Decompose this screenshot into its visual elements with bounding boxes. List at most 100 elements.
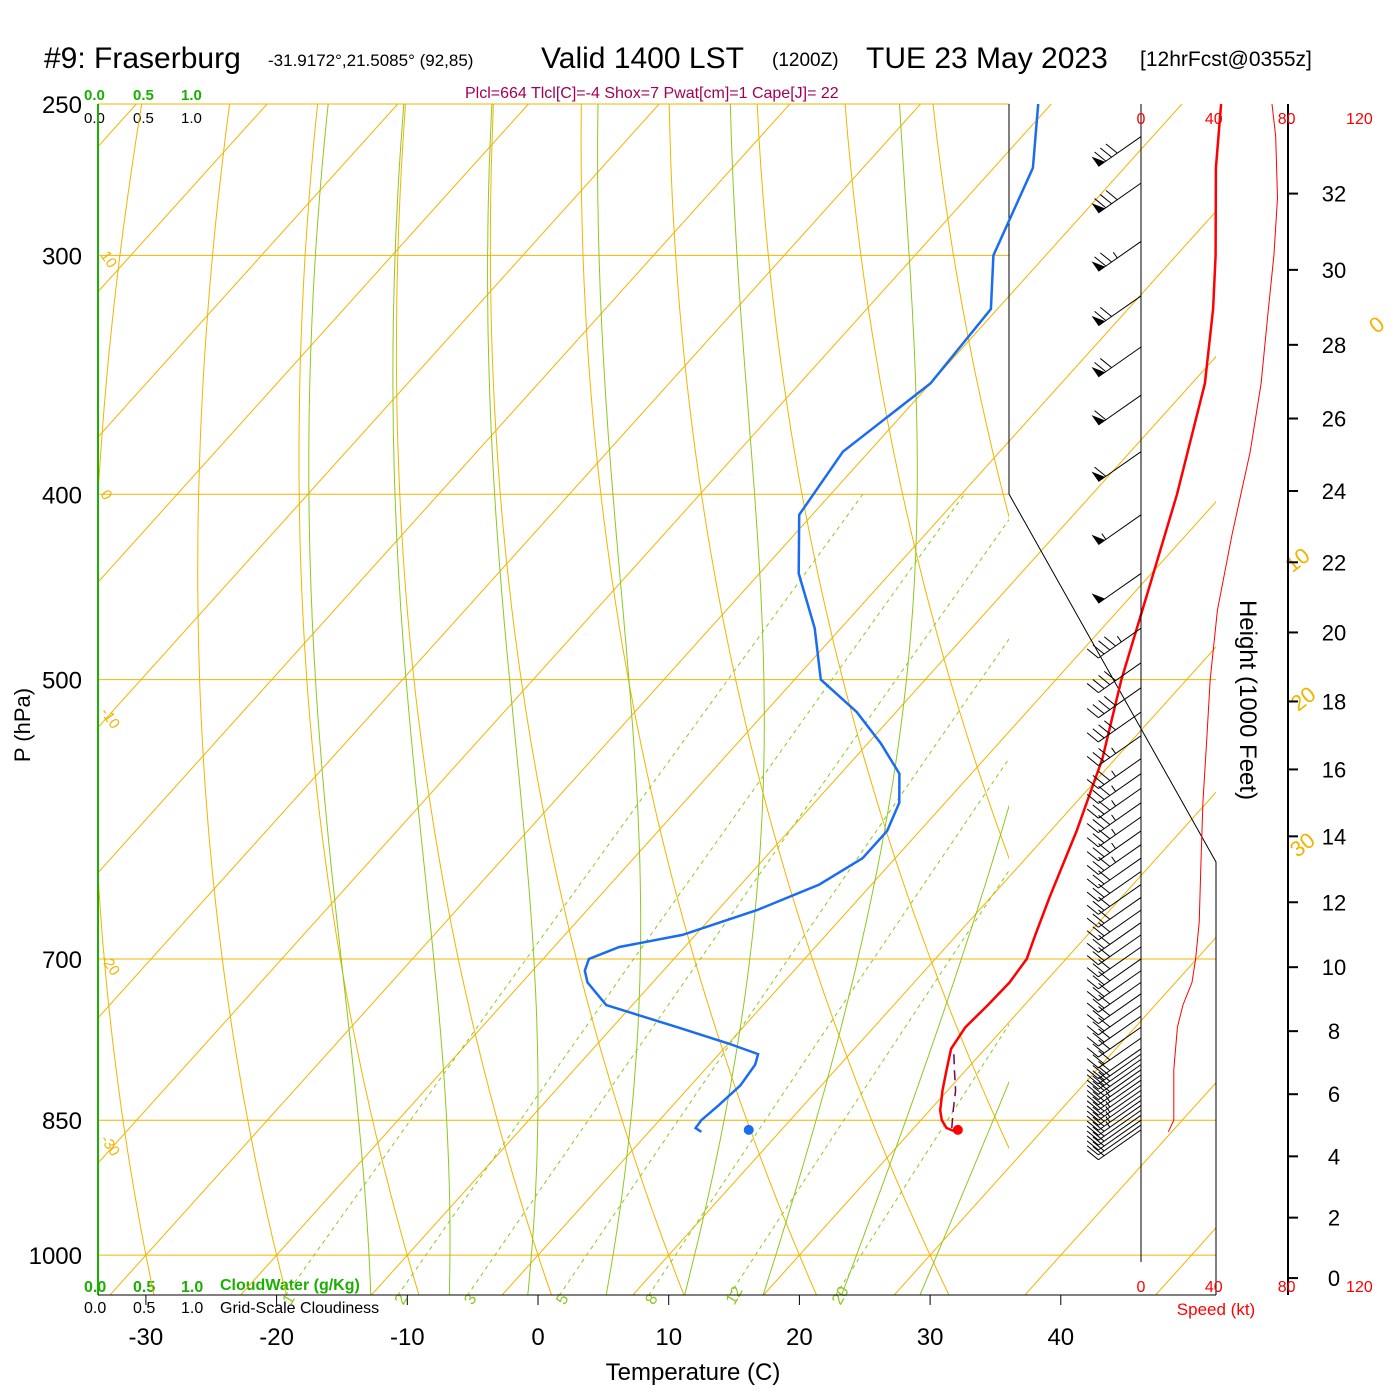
isotherm-line <box>98 104 921 1019</box>
wind-barb-flag <box>1094 310 1107 321</box>
wind-barb <box>1091 295 1142 327</box>
wind-barb-half-flag <box>1111 747 1117 754</box>
wind-barb-flag <box>1092 1126 1105 1137</box>
wind-barb-flag <box>1103 671 1116 681</box>
isotherm-lines <box>98 104 1216 1295</box>
wind-barb-flag <box>1086 1079 1099 1090</box>
wind-barb-half-flag <box>1112 251 1118 259</box>
isotherm-line <box>98 104 791 874</box>
speed-tick-label-top: 40 <box>1205 111 1223 128</box>
wind-barb-staff <box>1098 711 1142 743</box>
mixing-ratio-line <box>397 494 965 1295</box>
wind-barb-staff <box>1098 934 1142 966</box>
wind-barb-flag <box>1086 778 1099 789</box>
height-tick-label: 14 <box>1322 824 1346 849</box>
wind-barb-flag <box>1086 648 1099 659</box>
wind-barb-flag <box>1086 1047 1099 1058</box>
cloudiness-label: Grid-Scale Cloudiness <box>220 1300 379 1317</box>
wind-barb-flag <box>1092 1054 1105 1065</box>
wind-barb-staff <box>1098 1129 1142 1161</box>
wind-barb-flag <box>1094 410 1107 421</box>
wind-barb-flag <box>1086 979 1099 990</box>
wind-barb-flag <box>1098 982 1111 993</box>
wind-barb-staff <box>1098 1074 1142 1106</box>
wind-barb-flag <box>1092 998 1105 1009</box>
wind-barb <box>1086 1109 1142 1141</box>
pressure-tick-label: 850 <box>42 1108 82 1135</box>
x-tick-label: 30 <box>917 1324 944 1351</box>
wind-barb-flag <box>1092 789 1105 800</box>
wind-barb-flag <box>1092 1141 1105 1152</box>
wind-barb <box>1086 897 1142 928</box>
temperature-profile <box>938 103 1223 1133</box>
speed-tick-label-top: 80 <box>1278 111 1296 128</box>
wind-barb-half-flag <box>1116 635 1122 643</box>
wind-barb-flag <box>1092 874 1105 885</box>
wind-barb <box>1086 1094 1142 1126</box>
wind-barb-flag <box>1092 1091 1105 1102</box>
wind-barb-flag <box>1086 1115 1099 1126</box>
wind-barb-flag <box>1086 1110 1099 1121</box>
wind-barb-flag <box>1094 198 1107 209</box>
wind-barb-flag <box>1098 640 1111 651</box>
wind-barb-flag <box>1092 1146 1105 1157</box>
cloud-water-tick-top: 1.0 <box>181 87 202 104</box>
wind-barb-flag <box>1098 1017 1111 1028</box>
isobar-lines <box>98 103 1216 1256</box>
wind-barb-half-flag <box>1105 1095 1111 1103</box>
wind-barb-flag <box>1086 1058 1099 1069</box>
wind-barb-flag <box>1092 751 1105 762</box>
cloud-water-tick-top: 0.0 <box>84 87 105 104</box>
height-tick-label: 22 <box>1322 550 1346 575</box>
wind-barb-staff <box>1098 981 1142 1013</box>
wind-barb-pennant <box>1091 534 1105 545</box>
height-tick-label: 24 <box>1322 479 1346 504</box>
wind-barb-flag <box>1094 256 1107 267</box>
wind-barb-flag <box>1098 1071 1111 1082</box>
mixing-ratio-line <box>648 757 1009 1295</box>
wind-barb-flag <box>1092 938 1105 949</box>
wind-barb-flag <box>1103 696 1116 707</box>
wind-barb-staff <box>1098 844 1142 875</box>
wind-barb-flag <box>1098 870 1111 881</box>
wind-barb-flag <box>1098 1066 1111 1077</box>
valid-utc: (1200Z) <box>772 50 839 71</box>
wind-barb-flag <box>1086 793 1099 804</box>
wind-barb <box>1086 1048 1142 1080</box>
pressure-tick-label: 300 <box>42 243 82 270</box>
cloudiness-tick-top: 1.0 <box>181 110 202 127</box>
speed-tick-label-bottom: 0 <box>1137 1279 1146 1296</box>
wind-barb-half-flag <box>1105 1121 1111 1128</box>
dry-adiabat-line <box>395 104 552 1295</box>
wind-barb-staff <box>1098 787 1142 819</box>
isotherm-label: 10 <box>1280 543 1315 578</box>
mixing-ratio-label: 20 <box>829 1284 853 1308</box>
wind-barb-flag <box>1092 860 1105 871</box>
wind-barb-staff <box>1098 922 1142 953</box>
height-tick-label: 18 <box>1322 689 1346 714</box>
dry-adiabat-line <box>580 104 818 1295</box>
cloud-water-tick-bottom: 1.0 <box>181 1279 203 1296</box>
wind-barb-half-flag <box>1101 533 1107 540</box>
isotherm-line <box>893 936 1216 1295</box>
wind-barb <box>1086 1026 1142 1058</box>
wind-barb-flag <box>1092 1116 1105 1127</box>
height-tick-label: 12 <box>1322 890 1346 915</box>
wind-barb-staff <box>1098 1089 1142 1121</box>
wind-barb <box>1086 1104 1142 1136</box>
mixing-ratio-line <box>285 494 864 1295</box>
wind-barb-flag <box>1086 864 1099 875</box>
wind-barb-staff <box>1098 884 1142 915</box>
forecast-label: [12hrFcst@0355z] <box>1140 48 1312 71</box>
speed-axis-label: Speed (kt) <box>1177 1300 1255 1319</box>
wind-barb-flag <box>1086 1095 1099 1106</box>
wind-barb <box>1091 182 1142 214</box>
wind-barb-flag <box>1092 819 1105 830</box>
wind-barb-staff <box>1098 970 1142 1001</box>
wind-barb-staff <box>1098 451 1142 482</box>
wind-barb <box>1091 394 1142 426</box>
wind-barb <box>1086 758 1142 789</box>
dry-adiabat-label: 0 <box>97 487 116 504</box>
wind-barb <box>1086 1100 1142 1131</box>
